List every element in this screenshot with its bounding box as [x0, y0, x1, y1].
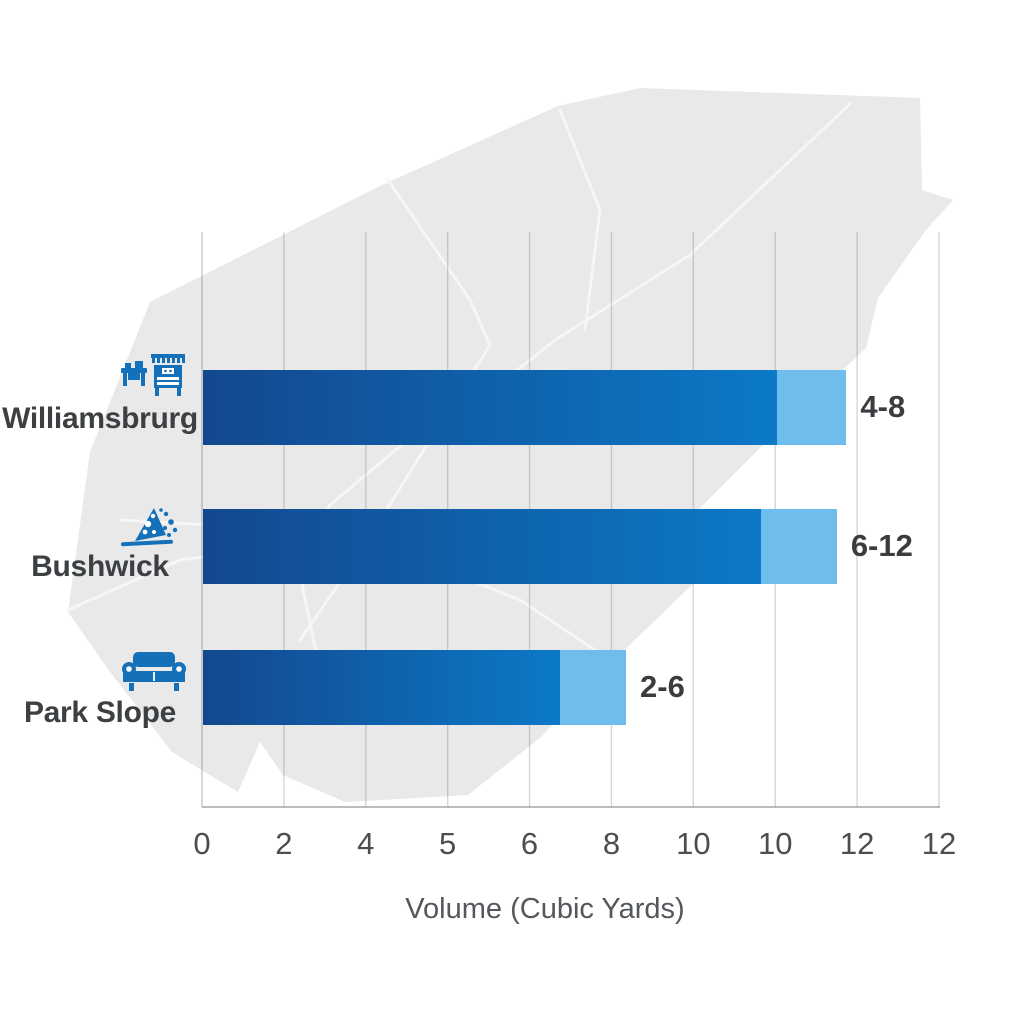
category-name: Williamsbrurg [2, 402, 198, 435]
x-tick-label: 2 [275, 826, 293, 861]
bar-range-tip-segment [777, 370, 847, 445]
chart-row: 4-8 Williamsbrurg [0, 354, 1024, 445]
bar-value-label: 4-8 [860, 389, 906, 424]
x-tick-label: 5 [439, 826, 457, 861]
x-tick-label: 10 [676, 826, 711, 861]
bar-track: 6-12 [203, 509, 940, 584]
x-tick-label: 6 [520, 826, 539, 861]
x-tick-label: 12 [839, 826, 875, 861]
brooklyn-map-shape [68, 88, 953, 802]
category-name: Bushwick [31, 550, 169, 583]
chart-row: 6-12 Bushwick [0, 508, 1024, 584]
bar-range-tip-segment [559, 650, 627, 725]
bar-track: 2-6 [203, 650, 940, 725]
category-label-block: Williamsbrurg [0, 352, 200, 436]
category-label-block: Bushwick [0, 500, 200, 584]
bar-main-segment [203, 370, 778, 445]
x-tick-label: 4 [357, 826, 375, 861]
bar-track: 4-8 [203, 370, 940, 445]
category-label-block: Park Slope [0, 646, 200, 730]
bar-value-label: 6-12 [850, 528, 913, 563]
x-tick-label: 8 [602, 826, 621, 861]
chart-row: 2-6 Park Slope [0, 650, 1024, 729]
bar-main-segment [203, 650, 560, 725]
sofa-icon [0, 646, 200, 694]
x-tick-label: 10 [757, 826, 793, 861]
category-name: Park Slope [23, 696, 177, 729]
bar-range-tip-segment [760, 509, 837, 584]
bar-value-label: 2-6 [640, 669, 685, 704]
furniture-icon [0, 352, 200, 400]
x-tick-label: 12 [921, 826, 957, 861]
debris-icon [0, 500, 200, 548]
bar-main-segment [203, 509, 761, 584]
x-axis-title: Volume (Cubic Yards) [405, 893, 685, 925]
x-tick-label: 0 [193, 826, 211, 861]
